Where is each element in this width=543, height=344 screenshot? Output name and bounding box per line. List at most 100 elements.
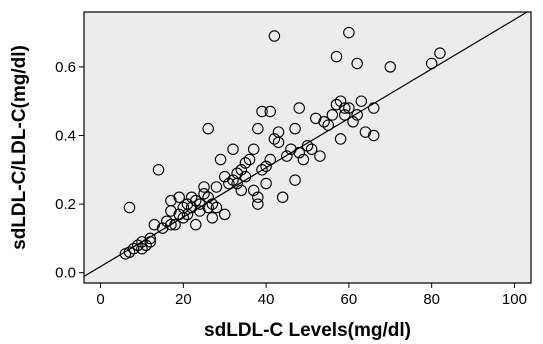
- data-point: [198, 181, 210, 193]
- data-point: [384, 61, 397, 73]
- data-point: [218, 170, 231, 183]
- data-point: [243, 153, 256, 166]
- data-point: [252, 122, 264, 135]
- data-point: [165, 205, 177, 217]
- data-point: [148, 218, 161, 231]
- data-point: [185, 191, 198, 203]
- data-point: [202, 201, 214, 214]
- data-point: [293, 146, 305, 159]
- data-point: [169, 218, 181, 231]
- x-tick-label: 20: [175, 291, 192, 308]
- data-point: [285, 143, 297, 155]
- data-point: [165, 218, 177, 231]
- data-point: [256, 164, 268, 176]
- data-point: [326, 109, 339, 121]
- data-point: [289, 122, 301, 135]
- y-axis-ticks: 0.0 0.2 0.4 0.6: [55, 59, 84, 282]
- x-tick-label: 60: [341, 291, 358, 308]
- y-axis-title: sdLDL-C/LDL-C(mg/dl): [9, 45, 30, 250]
- data-point: [338, 109, 351, 121]
- x-tick-label: 80: [423, 291, 440, 308]
- data-point: [239, 170, 252, 183]
- data-point: [301, 140, 314, 152]
- data-point: [330, 98, 343, 111]
- x-tick-label: 0: [96, 291, 104, 308]
- data-point: [156, 222, 169, 234]
- data-point: [247, 184, 260, 197]
- data-point: [190, 218, 202, 231]
- x-tick-label: 40: [258, 291, 275, 308]
- data-point: [343, 26, 355, 39]
- data-point: [338, 102, 351, 114]
- data-point: [268, 30, 281, 42]
- data-point: [297, 153, 310, 166]
- data-point: [347, 116, 359, 128]
- data-point: [140, 239, 152, 252]
- data-point: [227, 143, 239, 155]
- data-point: [268, 133, 281, 145]
- data-point: [425, 57, 438, 70]
- data-point: [235, 164, 248, 176]
- data-point: [144, 232, 156, 245]
- data-point: [322, 119, 334, 131]
- data-point: [235, 184, 248, 197]
- data-point: [198, 188, 210, 200]
- data-point: [210, 201, 223, 214]
- data-point: [173, 208, 185, 221]
- data-point: [123, 201, 136, 214]
- data-point: [334, 95, 347, 107]
- data-point: [161, 215, 173, 228]
- data-point: [351, 109, 363, 121]
- data-points: [119, 26, 446, 260]
- data-point: [367, 102, 380, 114]
- data-point: [293, 102, 305, 114]
- data-point: [264, 105, 276, 118]
- y-tick-label: 0.6: [55, 59, 76, 76]
- data-point: [202, 122, 214, 135]
- data-point: [247, 143, 260, 155]
- data-point: [434, 47, 446, 59]
- data-point: [227, 174, 239, 186]
- data-point: [210, 181, 223, 193]
- data-point: [144, 236, 156, 248]
- fit-line: [83, 11, 528, 277]
- data-point: [181, 208, 194, 221]
- data-point: [264, 153, 276, 166]
- data-point: [260, 160, 272, 173]
- data-point: [136, 242, 148, 255]
- data-point: [252, 198, 264, 210]
- data-point: [190, 194, 202, 207]
- y-tick-label: 0.0: [55, 265, 76, 282]
- data-point: [239, 157, 252, 169]
- data-point: [194, 205, 206, 217]
- data-point: [223, 177, 235, 190]
- data-point: [276, 191, 289, 203]
- data-point: [231, 177, 243, 190]
- plot-area: [83, 11, 532, 284]
- data-point: [359, 126, 372, 138]
- data-point: [330, 50, 343, 63]
- data-point: [334, 133, 347, 145]
- x-axis-ticks: 0 20 40 60 80 100: [96, 283, 527, 308]
- data-point: [123, 246, 136, 258]
- x-axis-title: sdLDL-C Levels(mg/dl): [204, 320, 411, 341]
- data-point: [260, 177, 272, 190]
- data-point: [136, 236, 148, 248]
- data-point: [214, 153, 227, 166]
- data-point: [343, 102, 355, 114]
- data-point: [252, 191, 264, 203]
- data-point: [152, 164, 165, 176]
- data-point: [367, 129, 380, 142]
- data-point: [355, 95, 368, 107]
- y-tick-label: 0.4: [55, 127, 76, 144]
- data-point: [272, 136, 285, 149]
- data-point: [305, 143, 318, 155]
- data-point: [132, 239, 144, 252]
- y-tick-label: 0.2: [55, 196, 76, 213]
- data-point: [127, 242, 140, 255]
- data-point: [318, 116, 330, 128]
- data-point: [206, 198, 219, 210]
- data-point: [351, 57, 363, 70]
- data-point: [206, 212, 219, 224]
